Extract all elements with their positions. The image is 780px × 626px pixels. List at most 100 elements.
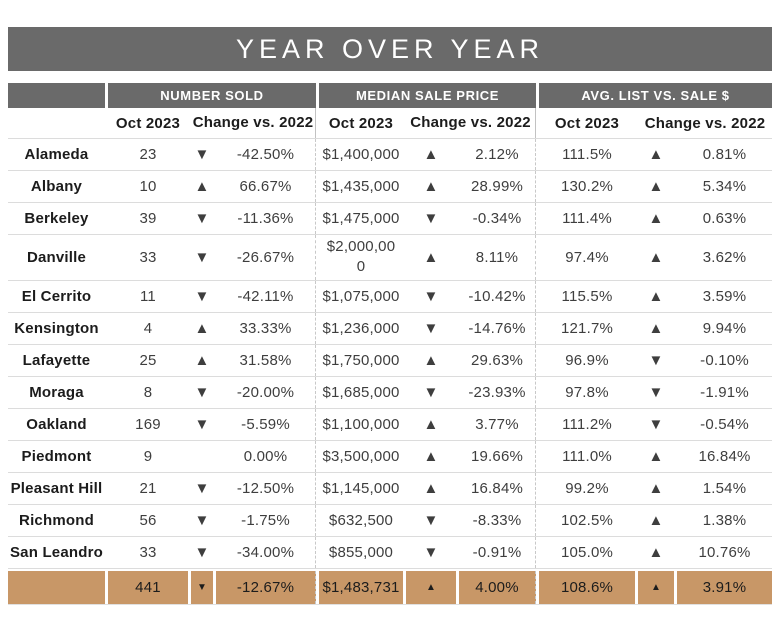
arrow-down-icon: ▼	[648, 351, 664, 369]
table-row: Piedmont 9 0.00% $3,500,000 ▲ 19.66% 111.0% ▲ 16…	[8, 439, 772, 472]
subheader-median-price-period: Oct 2023	[328, 114, 394, 132]
number-sold-change-cell: -20.00%	[216, 376, 316, 408]
arrow-down-icon: ▼	[194, 543, 210, 561]
arrow-up-icon: ▲	[648, 319, 664, 337]
number-sold-cell: 441	[108, 570, 188, 604]
median-price-change-cell: 4.00%	[459, 570, 536, 604]
arrow-down-icon: ▼	[194, 210, 210, 227]
avg-list-sale-cell: 115.5%	[561, 287, 613, 305]
table-total-row: 441 ▼ -12.67% $1,483,731 ▲ 4.00% 108.6% ▲ 3.91%	[8, 570, 772, 605]
table-row: Alameda 23 ▼ -42.50% $1,400,000 ▲ 2.12% 111.5% ▲…	[8, 138, 772, 170]
number-sold-cell: 25	[139, 351, 157, 369]
table-row: Richmond 56 ▼ -1.75% $632,500 ▼ -8.33% 102.5% ▲ 1…	[8, 503, 772, 536]
city-cell: Oakland	[26, 415, 87, 433]
table-row: Albany 10 ▲ 66.67% $1,435,000 ▲ 28.99% 130.2% ▲ 5…	[8, 170, 772, 202]
arrow-down-icon: ▼	[194, 383, 210, 401]
group-header-number-sold: NUMBER SOLD	[108, 83, 316, 108]
table-row: Moraga 8 ▼ -20.00% $1,685,000 ▼ -23.93% 97.8% ▼ -…	[8, 375, 772, 408]
number-sold-change-cell: 31.58%	[216, 344, 316, 376]
avg-list-sale-change-cell: 1.38%	[702, 511, 747, 529]
avg-list-sale-change-cell: 3.91%	[677, 570, 772, 604]
number-sold-cell: 11	[140, 287, 156, 305]
city-cell: Lafayette	[22, 351, 91, 369]
city-cell: Richmond	[19, 511, 94, 529]
table-row: Danville 33 ▼ -26.67% $2,000,000 ▲ 8.11% 97.4% ▲…	[8, 234, 772, 280]
arrow-up-icon: ▲	[648, 543, 664, 561]
avg-list-sale-cell: 121.7%	[560, 319, 614, 337]
median-price-cell: $1,750,000	[322, 351, 400, 369]
city-cell: San Leandro	[9, 543, 104, 561]
table-row: Pleasant Hill 21 ▼ -12.50% $1,145,000 ▲ 16.84%…	[8, 471, 772, 504]
median-price-cell: $855,000	[328, 543, 394, 561]
median-price-change-cell: 2.12%	[459, 139, 536, 170]
avg-list-sale-cell: 130.2%	[560, 178, 614, 195]
avg-list-sale-cell: 97.8%	[565, 383, 609, 401]
median-price-change-cell: 29.63%	[459, 344, 536, 376]
arrow-down-icon: ▼	[194, 146, 210, 163]
avg-list-sale-change-cell: 0.63%	[702, 210, 747, 227]
arrow-up-icon: ▲	[423, 415, 439, 433]
table-row: San Leandro 33 ▼ -34.00% $855,000 ▼ -0.91% 105.…	[8, 535, 772, 568]
group-header-avg-list-vs-sale: AVG. LIST VS. SALE $	[539, 83, 772, 108]
median-price-change-cell: -0.34%	[459, 203, 536, 234]
table-row: Lafayette 25 ▲ 31.58% $1,750,000 ▲ 29.63% 96.9%…	[8, 343, 772, 376]
avg-list-sale-cell: 111.0%	[562, 447, 612, 465]
median-price-cell: $1,236,000	[322, 319, 400, 337]
number-sold-cell: 169	[135, 415, 161, 433]
number-sold-change-cell: 0.00%	[216, 440, 316, 472]
number-sold-change-cell: -1.75%	[216, 504, 316, 536]
avg-list-sale-cell: 99.2%	[565, 479, 609, 497]
table-row: Oakland 169 ▼ -5.59% $1,100,000 ▲ 3.77% 111.2% ▼…	[8, 407, 772, 440]
arrow-down-icon: ▼	[423, 511, 439, 529]
city-cell	[8, 570, 105, 604]
trend-none	[191, 454, 213, 458]
median-price-cell: $1,685,000	[322, 383, 400, 401]
year-over-year-report: YEAR OVER YEAR NUMBER SOLD MEDIAN SALE P…	[8, 27, 772, 605]
number-sold-change-cell: 33.33%	[216, 312, 316, 344]
median-price-cell: $1,100,000	[322, 415, 400, 433]
median-price-cell: $1,075,000	[322, 287, 400, 305]
median-price-change-cell: 3.77%	[459, 408, 536, 440]
number-sold-cell: 39	[139, 210, 157, 227]
avg-list-sale-cell: 111.2%	[562, 415, 612, 433]
number-sold-cell: 10	[139, 178, 157, 195]
arrow-up-icon: ▲	[194, 178, 210, 195]
arrow-down-icon: ▼	[648, 415, 664, 433]
number-sold-change-cell: 66.67%	[216, 171, 316, 202]
avg-list-sale-change-cell: 3.59%	[702, 287, 747, 305]
avg-list-sale-cell: 97.4%	[565, 248, 609, 266]
arrow-down-icon: ▼	[423, 383, 439, 401]
median-price-cell: $1,475,000	[322, 210, 400, 227]
arrow-up-icon: ▲	[406, 570, 456, 604]
arrow-up-icon: ▲	[648, 178, 664, 195]
arrow-up-icon: ▲	[423, 146, 439, 163]
number-sold-change-cell: -11.36%	[216, 203, 316, 234]
arrow-up-icon: ▲	[648, 210, 664, 227]
city-cell: Danville	[26, 248, 87, 266]
table-row: El Cerrito 11 ▼ -42.11% $1,075,000 ▼ -10.42% 11…	[8, 279, 772, 312]
arrow-up-icon: ▲	[194, 351, 210, 369]
number-sold-cell: 21	[139, 479, 157, 497]
avg-list-sale-change-cell: 3.62%	[702, 248, 747, 266]
city-cell: Berkeley	[24, 210, 89, 227]
arrow-up-icon: ▲	[638, 570, 674, 604]
avg-list-sale-cell: 102.5%	[560, 511, 614, 529]
median-price-cell: $1,400,000	[322, 146, 400, 163]
median-price-change-cell: 19.66%	[459, 440, 536, 472]
arrow-up-icon: ▲	[648, 479, 664, 497]
city-cell: Albany	[30, 178, 83, 195]
arrow-up-icon: ▲	[423, 351, 439, 369]
arrow-down-icon: ▼	[423, 319, 439, 337]
median-price-change-cell: 16.84%	[459, 472, 536, 504]
median-price-cell: $3,500,000	[322, 447, 400, 465]
arrow-down-icon: ▼	[194, 287, 210, 305]
median-price-change-cell: -14.76%	[459, 312, 536, 344]
median-price-change-cell: -0.91%	[459, 536, 536, 568]
arrow-up-icon: ▲	[423, 479, 439, 497]
avg-list-sale-change-cell: 5.34%	[702, 178, 747, 195]
median-price-cell: $632,500	[328, 511, 394, 529]
table-group-header: NUMBER SOLD MEDIAN SALE PRICE AVG. LIST …	[8, 83, 772, 108]
arrow-down-icon: ▼	[194, 415, 210, 433]
number-sold-change-cell: -42.11%	[216, 280, 316, 312]
avg-list-sale-change-cell: 16.84%	[698, 447, 751, 465]
